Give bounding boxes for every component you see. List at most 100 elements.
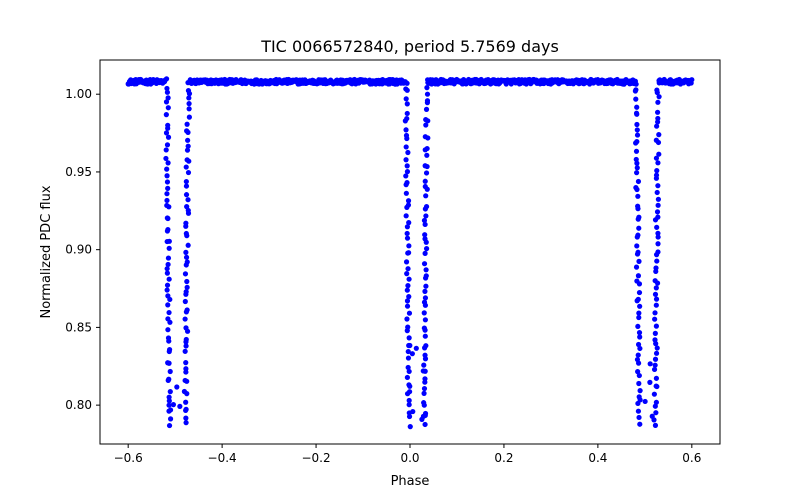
data-point — [653, 323, 659, 329]
x-tick-label: −0.6 — [114, 451, 143, 465]
data-point — [407, 342, 413, 349]
data-point — [164, 266, 170, 272]
data-point — [635, 206, 641, 212]
y-axis-ticks: 0.80 0.85 0.90 0.95 1.00 — [65, 87, 100, 412]
data-point — [164, 191, 170, 197]
data-point — [406, 243, 412, 249]
data-point — [635, 360, 642, 366]
data-point — [424, 100, 431, 106]
data-point — [656, 78, 662, 84]
data-point — [637, 303, 643, 309]
data-point — [183, 399, 189, 405]
y-tick-label: 0.90 — [65, 243, 92, 257]
data-point — [633, 148, 640, 154]
data-point — [653, 155, 660, 161]
data-point — [405, 364, 411, 371]
data-point — [167, 389, 173, 395]
data-point — [185, 210, 192, 216]
data-point — [164, 197, 170, 204]
data-point — [636, 310, 642, 316]
data-point — [186, 158, 192, 164]
data-point — [422, 421, 428, 428]
data-point — [656, 151, 662, 157]
data-point — [174, 384, 180, 390]
data-point — [423, 106, 430, 112]
data-point — [651, 366, 658, 373]
data-point — [634, 234, 640, 240]
data-point — [166, 204, 172, 210]
data-point — [406, 294, 412, 300]
data-point — [404, 374, 410, 381]
data-point — [652, 310, 658, 316]
data-point — [404, 101, 410, 107]
data-point — [423, 213, 429, 219]
data-point — [165, 377, 171, 383]
data-point — [407, 424, 413, 430]
data-point — [183, 291, 189, 297]
data-point — [404, 163, 410, 169]
data-point — [636, 372, 642, 379]
data-point — [654, 224, 660, 230]
data-point — [655, 139, 662, 146]
data-point — [404, 224, 410, 230]
data-point — [185, 129, 191, 136]
data-point — [422, 147, 428, 153]
data-point — [421, 385, 428, 392]
data-point — [424, 163, 430, 170]
data-point — [167, 407, 174, 413]
data-point — [636, 414, 642, 421]
data-point — [637, 388, 643, 394]
data-point — [163, 130, 170, 136]
data-point — [165, 185, 171, 191]
data-point — [183, 254, 190, 260]
data-point — [164, 282, 171, 288]
data-point — [654, 209, 661, 215]
data-point — [422, 327, 428, 333]
data-point — [183, 415, 189, 421]
data-point — [634, 186, 640, 193]
data-point — [183, 183, 190, 189]
data-point — [633, 96, 639, 102]
x-axis-label: Phase — [391, 474, 430, 489]
data-point — [165, 105, 171, 111]
data-point — [425, 135, 431, 141]
data-point — [183, 178, 189, 185]
data-point — [165, 95, 171, 101]
data-point — [167, 296, 173, 303]
data-point — [185, 242, 191, 248]
data-point — [406, 402, 412, 408]
y-tick-label: 0.85 — [65, 320, 92, 334]
data-point — [403, 182, 409, 188]
data-point — [163, 112, 169, 118]
data-point — [635, 193, 641, 199]
data-point — [186, 106, 192, 112]
data-point — [185, 169, 192, 176]
data-point — [406, 276, 412, 282]
data-point — [404, 235, 411, 241]
data-point — [166, 360, 172, 366]
x-tick-label: 0.0 — [400, 451, 419, 465]
data-point — [425, 118, 431, 124]
data-point — [164, 179, 171, 185]
data-point — [422, 250, 428, 256]
data-point — [183, 223, 189, 229]
data-point — [404, 287, 410, 293]
data-point — [166, 245, 172, 251]
data-point — [647, 361, 653, 367]
data-point — [405, 198, 412, 204]
data-point — [407, 383, 413, 389]
data-point — [636, 281, 643, 287]
data-point — [422, 221, 428, 228]
data-point — [406, 220, 412, 226]
data-point — [166, 338, 172, 344]
data-point — [404, 230, 410, 237]
data-point — [654, 280, 661, 286]
data-point — [421, 261, 428, 267]
data-point — [423, 283, 429, 289]
data-point — [636, 330, 643, 336]
data-point — [422, 206, 428, 212]
data-point — [653, 268, 659, 275]
data-point — [186, 101, 192, 107]
data-point — [177, 403, 183, 409]
